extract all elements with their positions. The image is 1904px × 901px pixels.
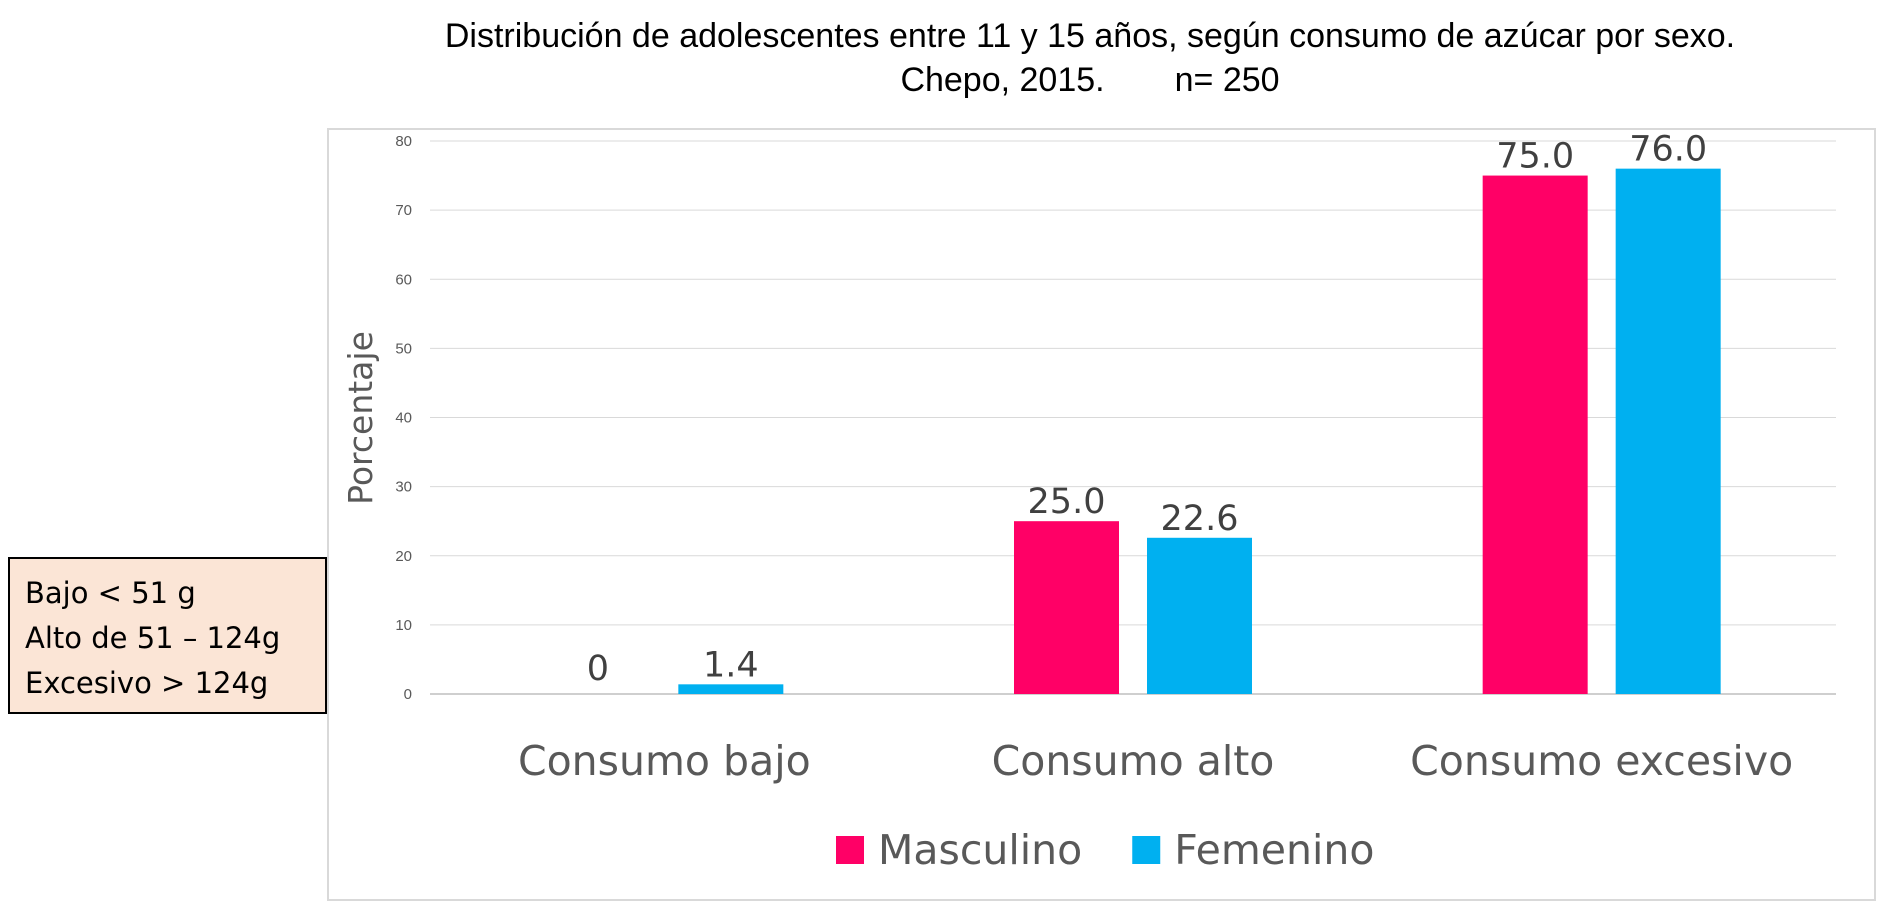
definition-alto: Alto de 51 – 124g [25,621,281,655]
legend-swatch-masculino [836,836,864,864]
y-tick-label-10: 10 [395,617,412,634]
legend-swatch-femenino [1132,836,1161,864]
y-tick-label-80: 80 [395,133,412,150]
title-place: Chepo, 2015. [900,61,1105,99]
title-line-1: Distribución de adolescentes entre 11 y … [444,17,1736,55]
title-line-2: Chepo, 2015. n= 250 [390,58,1790,102]
data-label-femenino-0: 1.4 [703,645,759,685]
bar-femenino-2 [1615,168,1721,694]
x-category-label-0: Consumo bajo [518,737,811,785]
y-tick-label-50: 50 [395,340,412,357]
definition-bajo: Bajo < 51 g [25,576,196,610]
data-label-femenino-1: 22.6 [1161,499,1239,539]
consumption-definitions-box: Bajo < 51 g Alto de 51 – 124g Excesivo >… [8,557,327,714]
y-tick-label-70: 70 [395,202,412,219]
bar-femenino-1 [1147,537,1252,694]
y-tick-label-60: 60 [395,271,412,288]
x-category-label-1: Consumo alto [992,737,1275,785]
legend-label-masculino: Masculino [878,826,1082,874]
bar-masculino-1 [1014,521,1119,694]
definition-excesivo: Excesivo > 124g [25,666,269,700]
y-tick-label-20: 20 [395,548,412,565]
data-label-femenino-2: 76.0 [1629,130,1707,170]
y-tick-label-0: 0 [404,686,412,703]
x-category-label-2: Consumo excesivo [1410,737,1793,785]
bar-masculino-2 [1482,175,1588,694]
chart-title: Distribución de adolescentes entre 11 y … [390,14,1790,102]
data-label-masculino-2: 75.0 [1496,137,1574,177]
title-sample-size: n= 250 [1174,61,1280,99]
y-tick-label-40: 40 [395,410,412,427]
bar-femenino-0 [678,684,784,694]
y-tick-label-30: 30 [395,479,412,496]
y-axis-label: Porcentaje [341,331,380,505]
legend-label-femenino: Femenino [1174,826,1374,874]
data-label-masculino-0: 0 [587,649,609,689]
data-label-masculino-1: 25.0 [1028,482,1106,522]
